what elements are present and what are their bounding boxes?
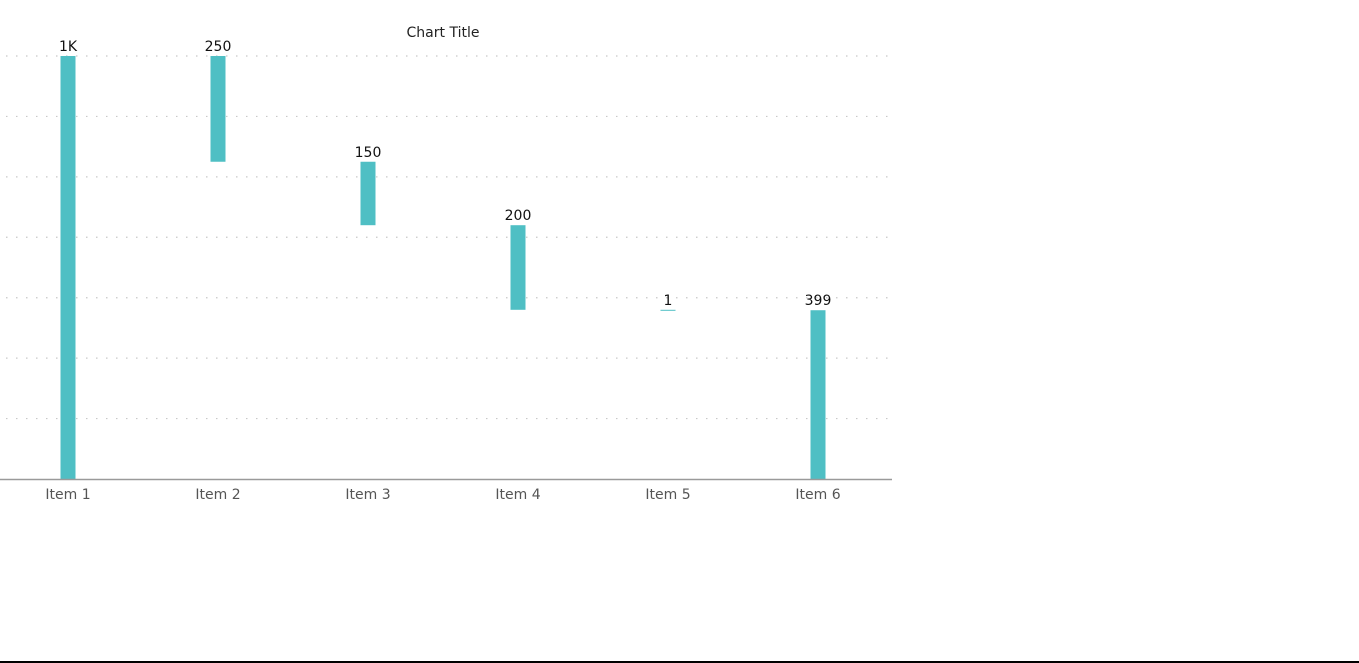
window-bottom-border (0, 661, 1359, 663)
bar-item-3[interactable] (360, 161, 376, 226)
data-label: 1 (664, 293, 673, 309)
bar-item-6[interactable] (810, 310, 826, 479)
x-tick-label: Item 3 (345, 487, 390, 503)
bar-item-4[interactable] (510, 225, 526, 310)
x-axis-tick-labels: Item 1 Item 2 Item 3 Item 4 Item 5 Item 6 (45, 487, 840, 503)
data-label: 200 (505, 208, 532, 224)
chart-title: Chart Title (407, 25, 480, 41)
x-tick-label: Item 5 (645, 487, 690, 503)
x-tick-label: Item 1 (45, 487, 90, 503)
bars (60, 56, 826, 479)
data-labels: 1K 250 150 200 1 399 (59, 39, 831, 309)
data-label: 250 (205, 39, 232, 55)
bar-item-5[interactable] (660, 309, 676, 311)
x-tick-label: Item 4 (495, 487, 540, 503)
x-tick-label: Item 2 (195, 487, 240, 503)
bar-item-2[interactable] (210, 56, 226, 162)
gridlines (6, 55, 888, 420)
bar-item-1[interactable] (60, 56, 76, 479)
data-label: 399 (805, 293, 832, 309)
x-tick-label: Item 6 (795, 487, 840, 503)
data-label: 150 (355, 145, 382, 161)
data-label: 1K (59, 39, 78, 55)
